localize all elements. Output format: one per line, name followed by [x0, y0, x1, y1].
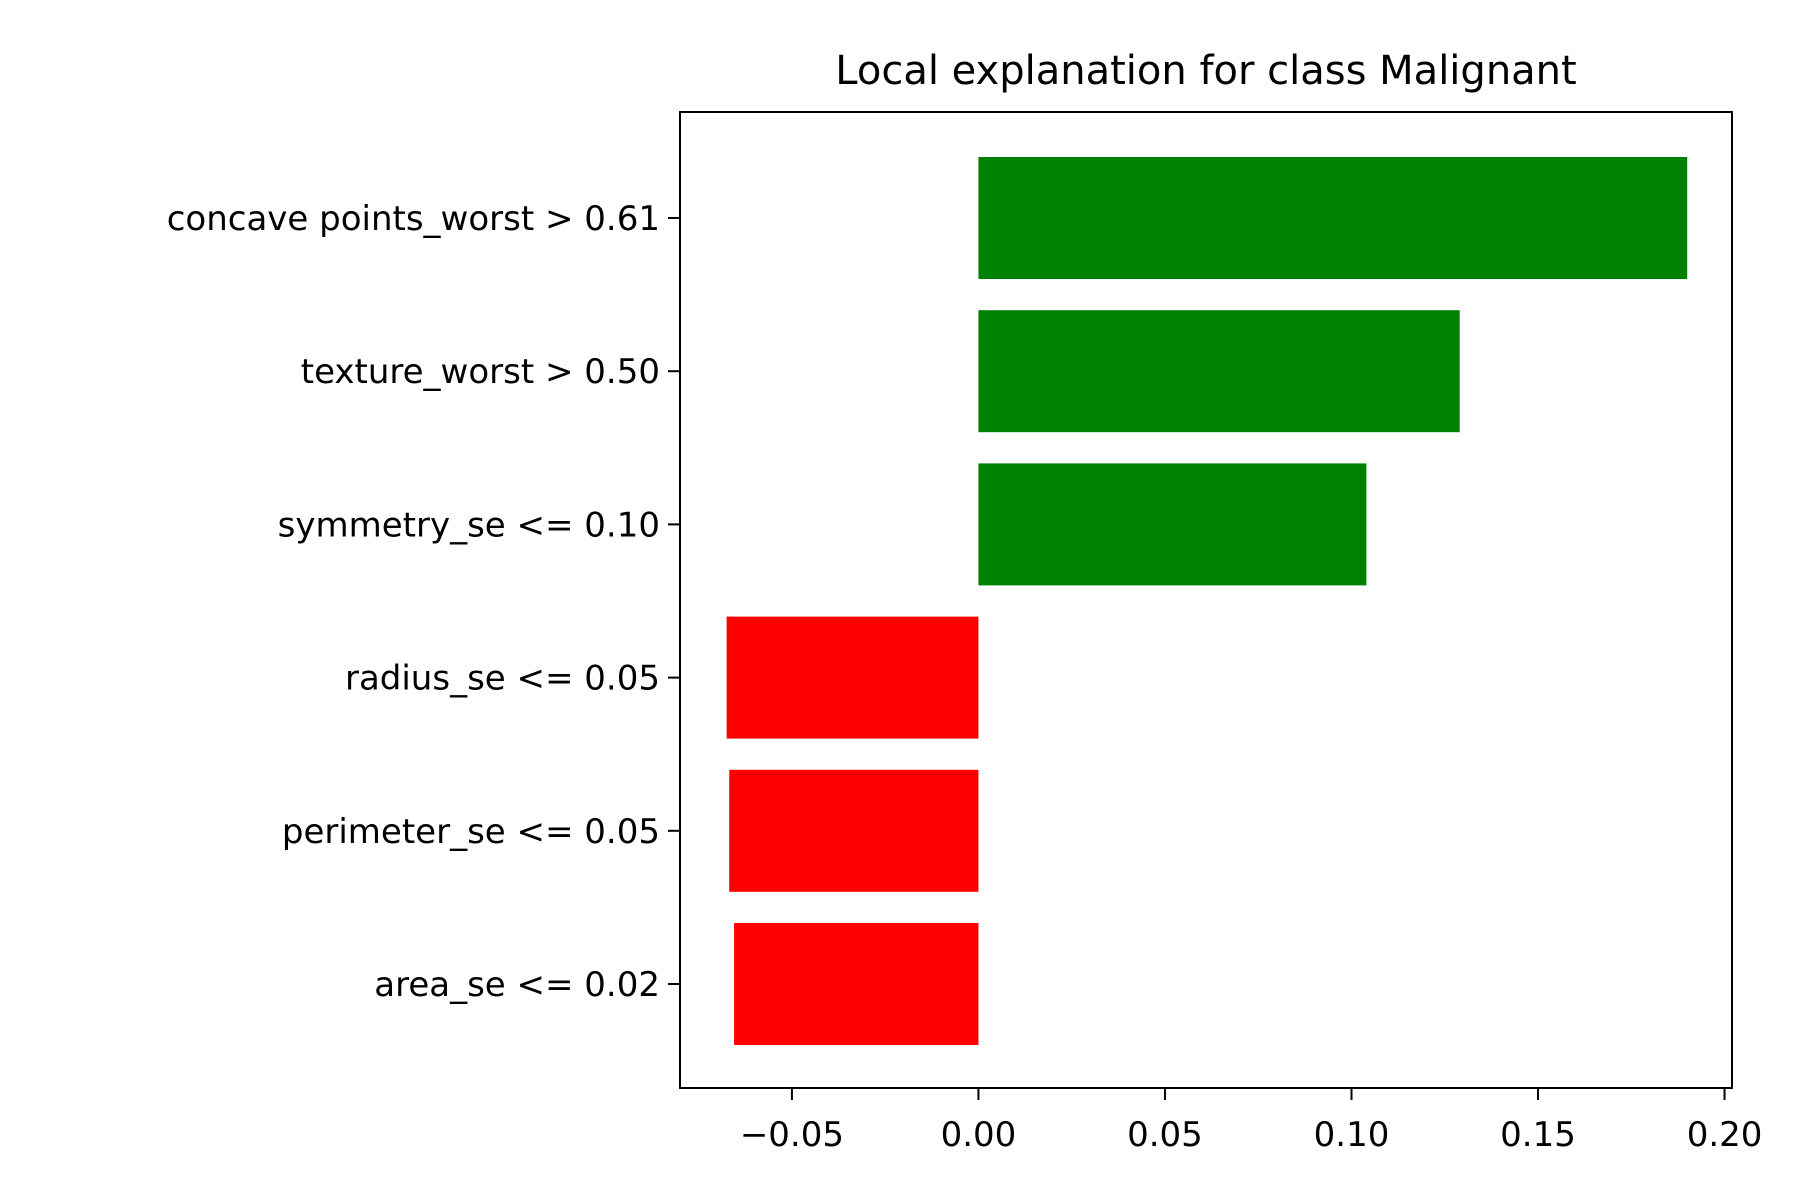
- y-tick-label-5: area_se <= 0.02: [374, 965, 660, 1005]
- bar-4: [729, 769, 979, 892]
- x-tick-label-0: −0.05: [740, 1115, 844, 1155]
- y-tick-label-3: radius_se <= 0.05: [345, 659, 660, 699]
- bar-2: [978, 463, 1367, 586]
- y-tick-label-0: concave points_worst > 0.61: [167, 199, 660, 239]
- y-tick-label-1: texture_worst > 0.50: [301, 352, 660, 392]
- plot-frame: [679, 111, 1733, 1089]
- y-tick-label-2: symmetry_se <= 0.10: [278, 505, 660, 545]
- x-tick-label-3: 0.10: [1314, 1115, 1390, 1155]
- bar-1: [978, 310, 1460, 433]
- bars-layer: [726, 157, 1688, 1045]
- chart-title: Local explanation for class Malignant: [835, 48, 1576, 94]
- bar-5: [734, 923, 979, 1045]
- x-axis-ticks: −0.05 0.00 0.05 0.10 0.15 0.20: [740, 1088, 1763, 1155]
- x-tick-label-4: 0.15: [1500, 1115, 1576, 1155]
- x-tick-label-2: 0.05: [1127, 1115, 1203, 1155]
- y-axis-ticks: concave points_worst > 0.61 texture_worst…: [167, 199, 680, 1005]
- x-tick-label-5: 0.20: [1687, 1115, 1763, 1155]
- bar-3: [726, 616, 979, 739]
- bar-0: [978, 157, 1688, 279]
- y-tick-label-4: perimeter_se <= 0.05: [282, 812, 660, 852]
- x-tick-label-1: 0.00: [941, 1115, 1017, 1155]
